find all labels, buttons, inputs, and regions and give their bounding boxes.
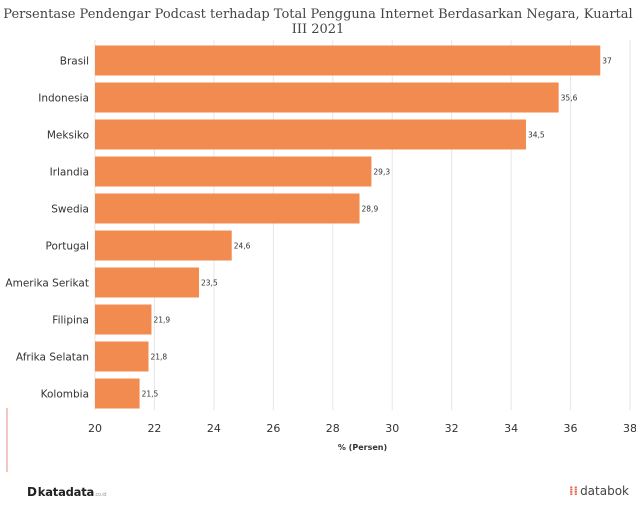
value-label: 35,6 [561,94,578,103]
x-tick-label: 38 [623,422,636,435]
databoks-mark-icon: ⁞⁞ [568,484,579,498]
value-label: 21,5 [142,390,159,399]
category-label: Filipina [52,315,89,327]
katadata-logo[interactable]: Dkatadata.co.id [27,485,107,499]
category-label: Brasil [60,56,89,68]
bar [95,82,559,113]
category-label: Amerika Serikat [5,278,89,290]
x-axis-title: % (Persen) [338,443,387,452]
bar [95,230,232,261]
category-label: Swedia [51,204,89,216]
chart-title: Persentase Pendengar Podcast terhadap To… [3,7,633,37]
bar [95,341,149,372]
value-label: 29,3 [373,168,390,177]
x-tick-label: 28 [326,422,340,435]
value-label: 21,9 [153,316,170,325]
category-label: Irlandia [50,167,89,179]
databoks-logo-text: databok [580,484,629,498]
value-label: 23,5 [201,279,218,288]
value-label: 28,9 [362,205,379,214]
databoks-logo[interactable]: ⁞⁞ databok [569,484,629,498]
bar [95,193,360,224]
category-label: Meksiko [47,130,89,142]
value-label: 34,5 [528,131,545,140]
x-tick-label: 22 [147,422,161,435]
category-label: Portugal [46,241,90,253]
x-tick-label: 30 [385,422,399,435]
x-tick-label: 34 [504,422,518,435]
x-tick-label: 36 [564,422,578,435]
bar [95,267,200,298]
x-tick-label: 24 [207,422,221,435]
value-label: 24,6 [234,242,251,251]
category-label: Kolombia [41,389,89,401]
bar [95,45,601,76]
value-label: 37 [602,57,612,66]
decorative-divider [6,408,8,472]
category-label: Afrika Selatan [16,352,89,364]
katadata-logo-suffix: .co.id [94,492,107,498]
bar [95,304,152,335]
bar [95,378,140,409]
bar [95,156,372,187]
katadata-d-icon: D [27,485,37,499]
x-tick-label: 20 [88,422,102,435]
bar [95,119,526,150]
katadata-logo-text: katadata [37,485,95,499]
x-tick-label: 32 [445,422,459,435]
value-label: 21,8 [151,353,168,362]
category-label: Indonesia [38,93,89,105]
x-tick-label: 26 [266,422,280,435]
